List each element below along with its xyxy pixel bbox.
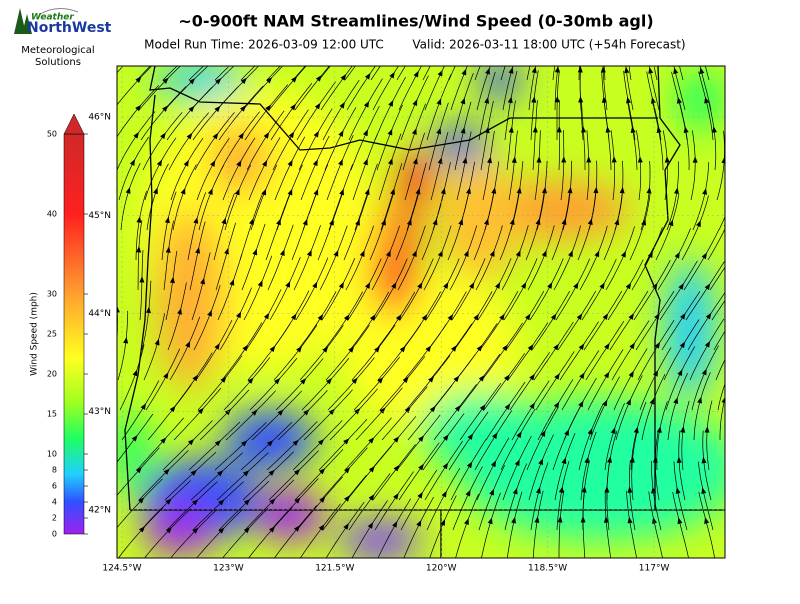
colorbar-label: Wind Speed (mph) <box>30 292 40 376</box>
lon-tick-label: 117°W <box>639 564 670 574</box>
colorbar: Wind Speed (mph) 0 2 4 6 8 10 15 20 25 30 40 50 <box>30 113 88 539</box>
colorbar-tick-label: 30 <box>47 290 57 299</box>
logo-name: NorthWest <box>27 20 112 36</box>
colorbar-tick-label: 2 <box>52 514 57 523</box>
colorbar-tick-label: 50 <box>47 130 57 139</box>
lat-tick-label: 44°N <box>88 309 111 319</box>
lon-tick-label: 118.5°W <box>528 564 567 574</box>
colorbar-tick-label: 10 <box>47 450 57 459</box>
lat-tick-label: 42°N <box>88 505 111 515</box>
logo-caption: Solutions <box>35 57 81 68</box>
logo: Weather NorthWest Meteorological Solutio… <box>14 8 112 68</box>
borders <box>124 66 725 558</box>
map-frame <box>116 65 726 559</box>
map-axes: 124.5°W 123°W 121.5°W 120°W 118.5°W 117°W 46°N… <box>88 66 725 574</box>
colorbar-tick-label: 25 <box>47 330 57 339</box>
colorbar-tick-label: 8 <box>52 466 57 475</box>
colorbar-tick-label: 20 <box>47 370 57 379</box>
run-time: Model Run Time: 2026-03-09 12:00 UTC <box>144 38 384 52</box>
colorbar-tick-label: 6 <box>52 482 57 491</box>
colorbar-extend <box>63 113 85 135</box>
colorbar-tick-label: 40 <box>47 210 57 219</box>
logo-top: Weather <box>31 13 74 23</box>
logo-caption: Meteorological <box>21 45 94 56</box>
colorbar-scale <box>63 133 85 535</box>
lon-tick-label: 123°W <box>213 564 244 574</box>
colorbar-tick-label: 0 <box>52 530 57 539</box>
streamlines <box>117 66 725 558</box>
lon-tick-label: 124.5°W <box>102 564 141 574</box>
lon-tick-label: 120°W <box>426 564 457 574</box>
colorbar-tick-label: 4 <box>52 498 57 507</box>
valid-time: Valid: 2026-03-11 18:00 UTC (+54h Foreca… <box>412 38 685 52</box>
colorbar-tick-label: 15 <box>47 410 57 419</box>
wind-field <box>117 66 725 558</box>
lon-tick-label: 121.5°W <box>315 564 354 574</box>
title: ~0-900ft NAM Streamlines/Wind Speed (0-3… <box>178 12 653 31</box>
lat-tick-label: 45°N <box>88 211 111 221</box>
lat-tick-label: 43°N <box>88 407 111 417</box>
lat-tick-label: 46°N <box>88 113 111 123</box>
